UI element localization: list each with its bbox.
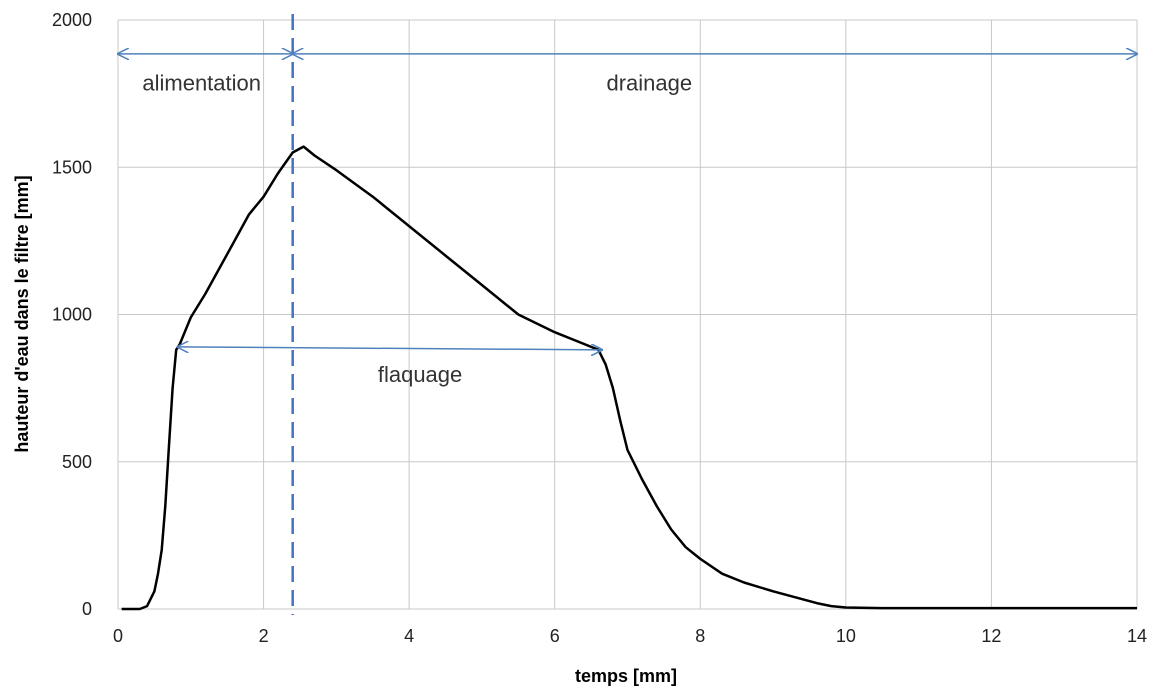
x-tick-label: 14 bbox=[1127, 626, 1147, 646]
y-tick-label: 1500 bbox=[52, 157, 92, 177]
series-layer bbox=[121, 145, 1137, 611]
series-line bbox=[121, 145, 1137, 611]
x-tick-label: 10 bbox=[836, 626, 856, 646]
annotation-label: alimentation bbox=[142, 71, 261, 96]
annotation-label: flaquage bbox=[378, 362, 462, 387]
y-tick-label: 500 bbox=[62, 452, 92, 472]
arrow-layer bbox=[118, 54, 1137, 350]
annotation-label: drainage bbox=[607, 71, 693, 96]
range-arrow bbox=[178, 347, 602, 350]
x-tick-label: 8 bbox=[695, 626, 705, 646]
label-layer: 0 2 4 6 8 10 12 14 0 500 1000 1500 2000 alimentation d… bbox=[52, 10, 1147, 646]
x-tick-label: 12 bbox=[981, 626, 1001, 646]
x-tick-label: 0 bbox=[113, 626, 123, 646]
x-tick-label: 4 bbox=[404, 626, 414, 646]
y-tick-label: 1000 bbox=[52, 305, 92, 325]
x-tick-label: 6 bbox=[550, 626, 560, 646]
x-tick-label: 2 bbox=[259, 626, 269, 646]
y-tick-label: 0 bbox=[82, 599, 92, 619]
y-axis-title: hauteur d'eau dans le filtre [mm] bbox=[12, 175, 32, 452]
grid bbox=[117, 19, 1138, 610]
x-axis-title: temps [mm] bbox=[575, 666, 677, 686]
y-tick-label: 2000 bbox=[52, 10, 92, 30]
